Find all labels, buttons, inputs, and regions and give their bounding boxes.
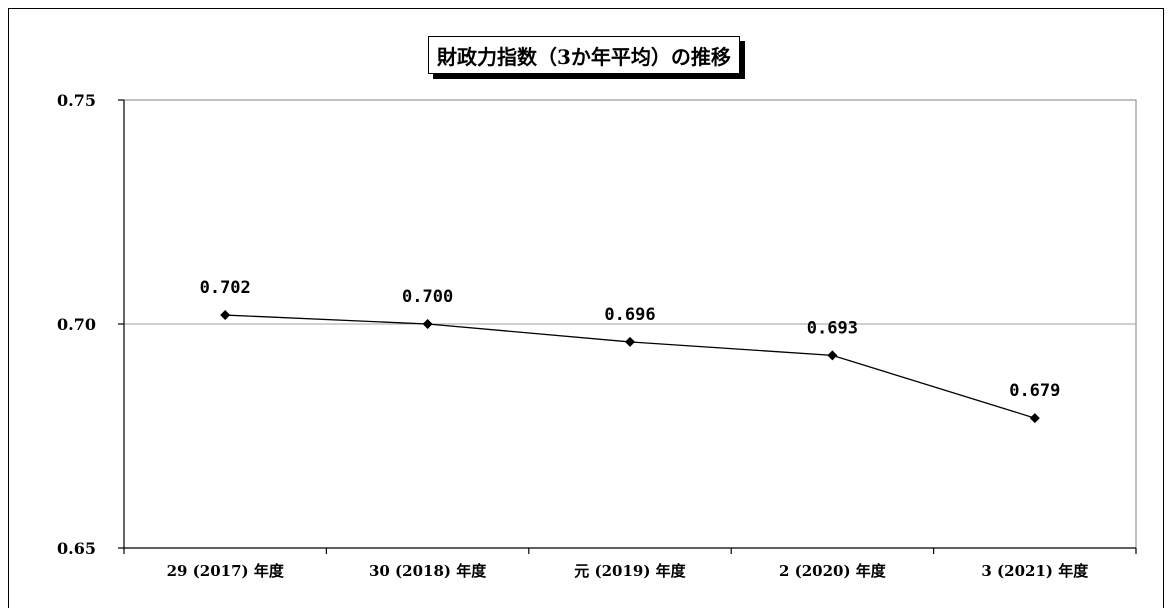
data-label-1: 0.700 xyxy=(402,287,453,307)
data-label-0: 0.702 xyxy=(200,278,251,298)
x-tick-label-3: 2 (2020) 年度 xyxy=(779,562,887,580)
data-point-2 xyxy=(625,336,635,347)
x-tick-label-1: 30 (2018) 年度 xyxy=(369,562,487,580)
x-ticks: 29 (2017) 年度 30 (2018) 年度 元 (2019) 年度 2 (20… xyxy=(123,548,1137,580)
x-tick-label-4: 3 (2021) 年度 xyxy=(981,562,1089,580)
y-tick-label-0: 0.65 xyxy=(57,539,96,558)
series-group: 0.702 0.700 0.696 0.693 0.679 xyxy=(200,278,1060,424)
x-tick-label-2: 元 (2019) 年度 xyxy=(574,562,686,580)
y-ticks: 0.65 0.70 0.75 xyxy=(57,91,124,558)
chart-title: 財政力指数（3か年平均）の推移 xyxy=(428,36,740,74)
data-label-4: 0.679 xyxy=(1009,381,1060,401)
y-tick-label-1: 0.70 xyxy=(57,315,96,334)
data-point-4 xyxy=(1029,413,1040,424)
data-label-3: 0.693 xyxy=(807,318,858,338)
data-label-2: 0.696 xyxy=(604,305,655,325)
series-line-0 xyxy=(225,314,1035,419)
y-tick-label-2: 0.75 xyxy=(57,91,96,110)
data-point-3 xyxy=(827,350,838,361)
x-tick-label-0: 29 (2017) 年度 xyxy=(167,562,285,580)
data-point-0 xyxy=(220,310,231,321)
chart-frame xyxy=(8,8,1164,608)
data-point-1 xyxy=(422,319,433,329)
